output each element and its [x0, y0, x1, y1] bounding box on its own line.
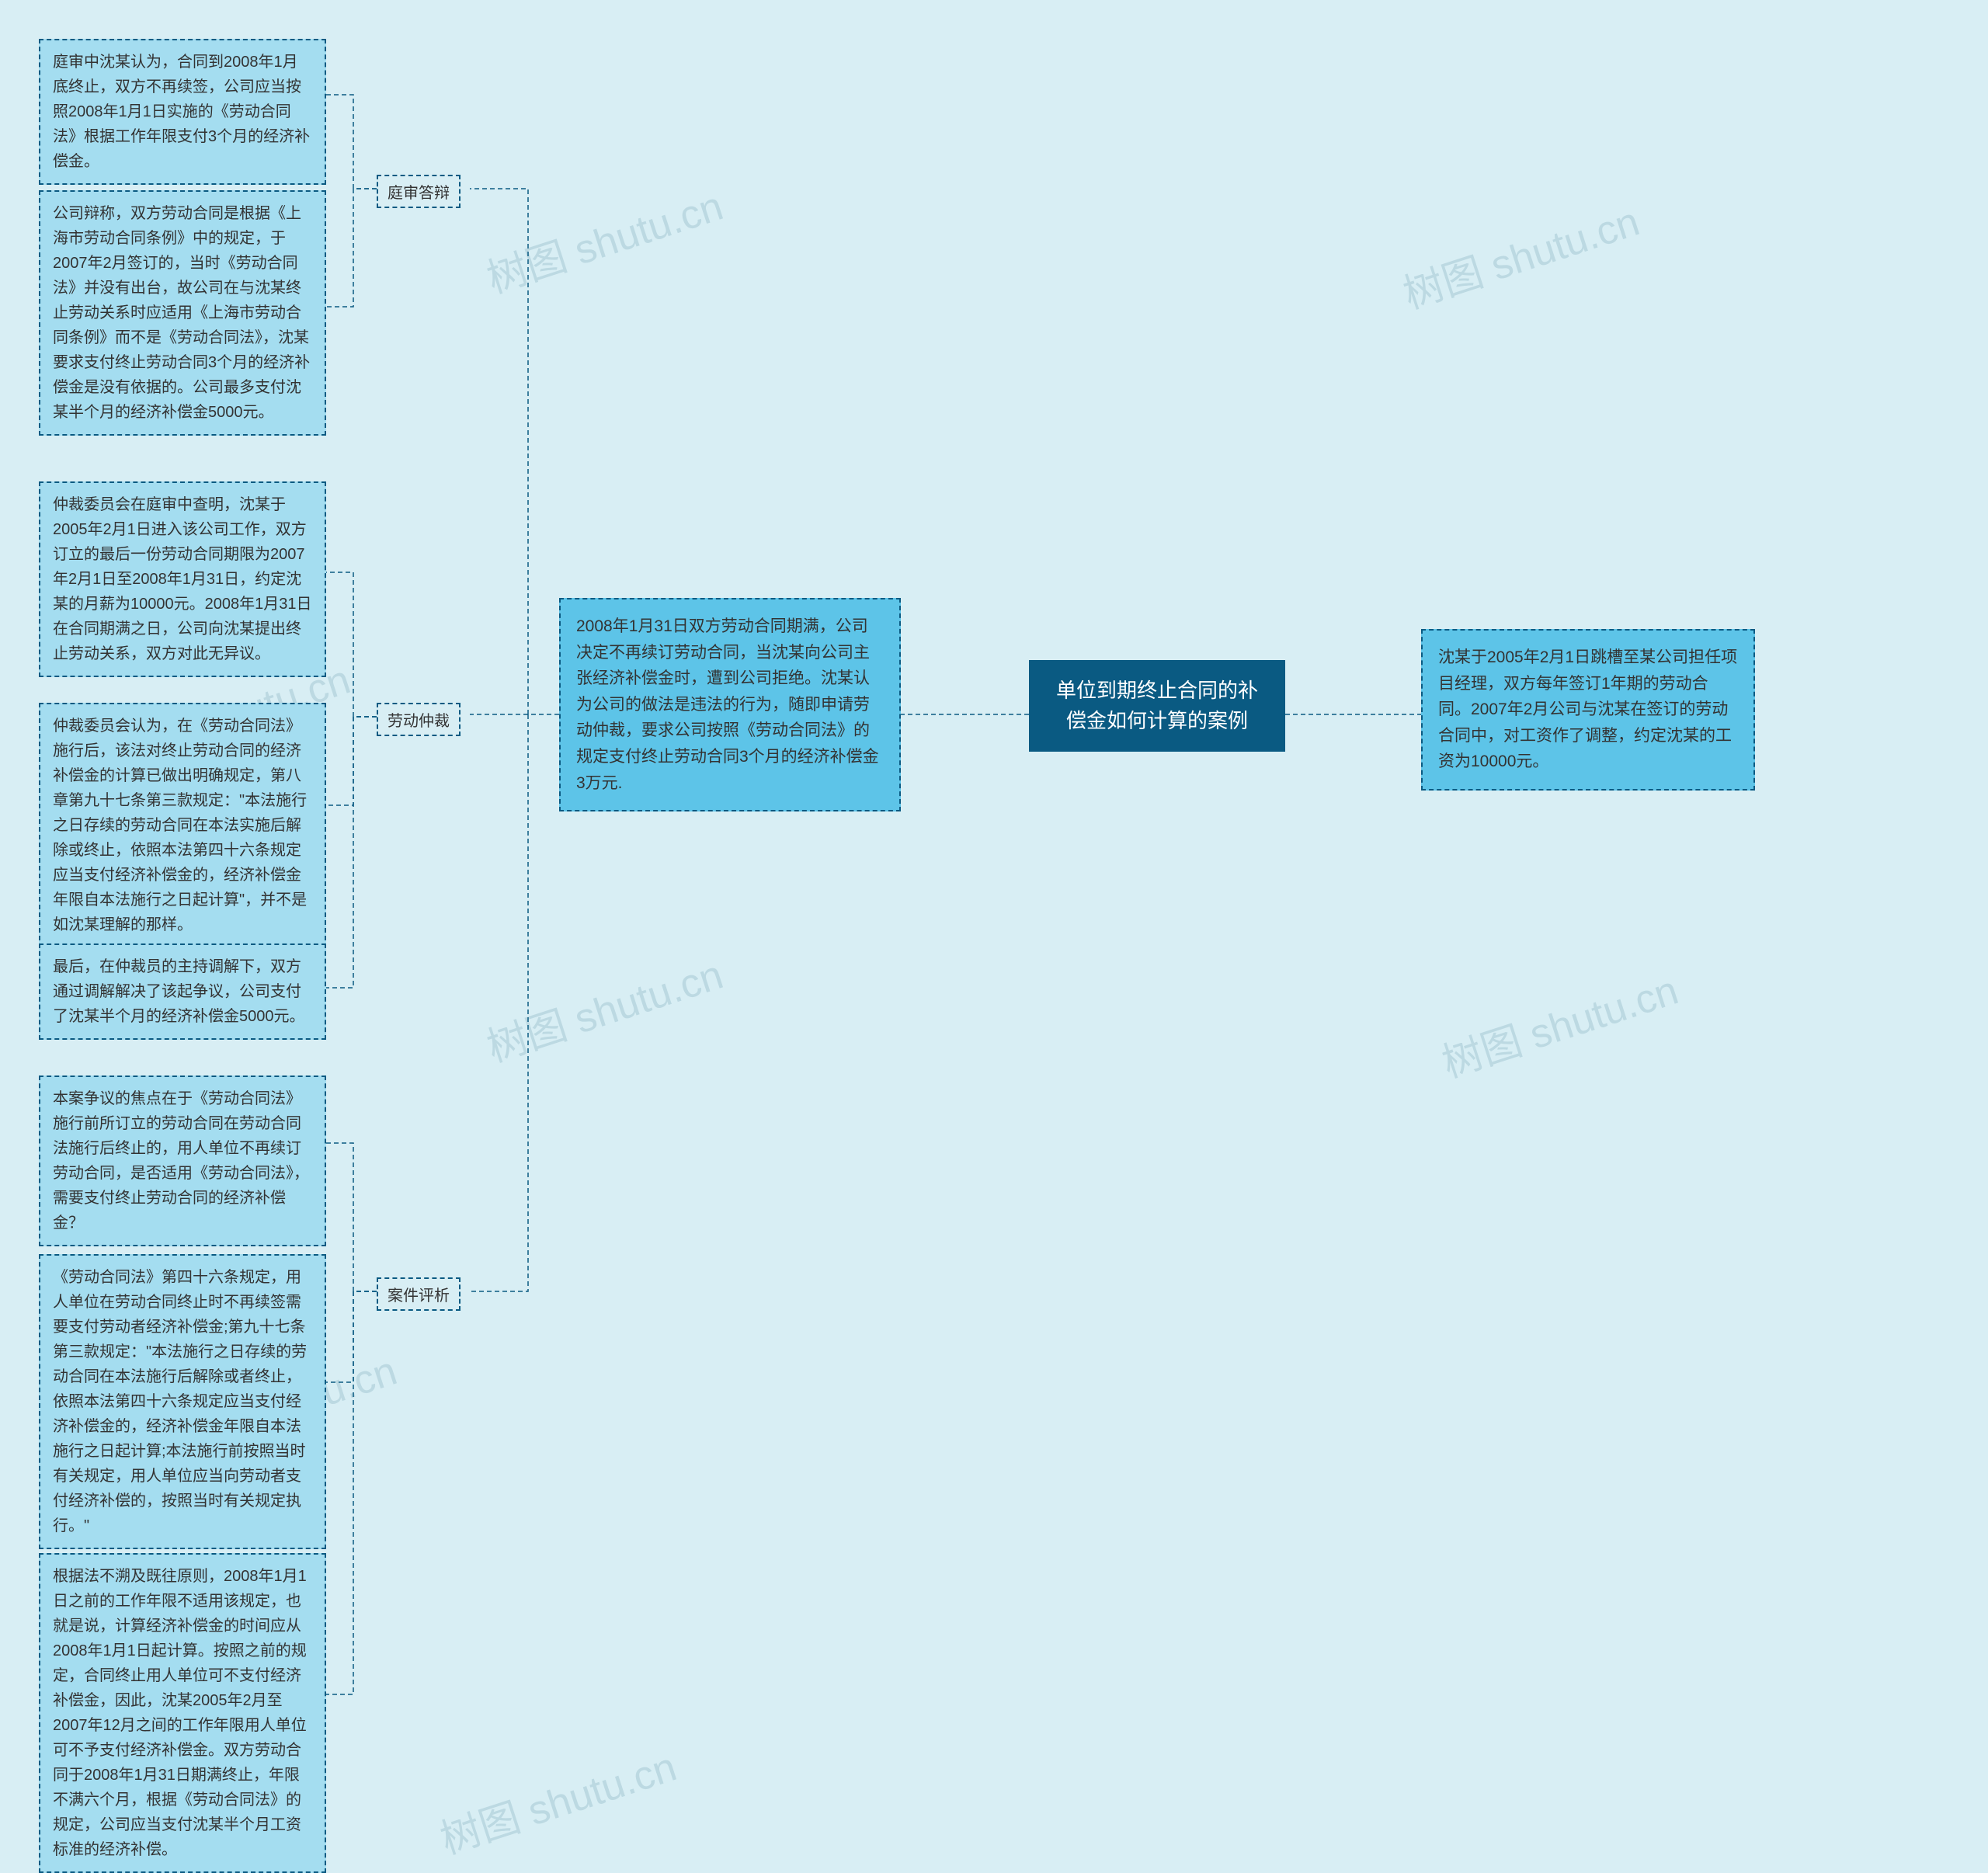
right-child-node[interactable]: 沈某于2005年2月1日跳槽至某公司担任项目经理，双方每年签订1年期的劳动合同。… [1421, 629, 1755, 791]
leaf-node[interactable]: 最后，在仲裁员的主持调解下，双方通过调解解决了该起争议，公司支付了沈某半个月的经… [39, 943, 326, 1040]
leaf-node[interactable]: 公司辩称，双方劳动合同是根据《上海市劳动合同条例》中的规定，于2007年2月签订… [39, 190, 326, 436]
leaf-node[interactable]: 仲裁委员会在庭审中查明，沈某于2005年2月1日进入该公司工作，双方订立的最后一… [39, 481, 326, 677]
watermark: 树图 shutu.cn [1434, 957, 1684, 1089]
leaf-node[interactable]: 根据法不溯及既往原则，2008年1月1日之前的工作年限不适用该规定，也就是说，计… [39, 1553, 326, 1873]
leaf-node[interactable]: 仲裁委员会认为，在《劳动合同法》施行后，该法对终止劳动合同的经济补偿金的计算已做… [39, 703, 326, 948]
watermark: 树图 shutu.cn [478, 173, 729, 304]
section-label-analysis[interactable]: 案件评析 [377, 1277, 461, 1311]
leaf-node[interactable]: 庭审中沈某认为，合同到2008年1月底终止，双方不再续签，公司应当按照2008年… [39, 39, 326, 185]
watermark: 树图 shutu.cn [478, 942, 729, 1073]
left-child-node[interactable]: 2008年1月31日双方劳动合同期满，公司决定不再续订劳动合同，当沈某向公司主张… [559, 598, 901, 811]
leaf-node[interactable]: 《劳动合同法》第四十六条规定，用人单位在劳动合同终止时不再续签需要支付劳动者经济… [39, 1254, 326, 1549]
section-label-arbitration[interactable]: 劳动仲裁 [377, 703, 461, 736]
center-root-node[interactable]: 单位到期终止合同的补偿金如何计算的案例 [1029, 660, 1285, 752]
watermark: 树图 shutu.cn [1395, 189, 1646, 320]
leaf-node[interactable]: 本案争议的焦点在于《劳动合同法》施行前所订立的劳动合同在劳动合同法施行后终止的，… [39, 1075, 326, 1246]
watermark: 树图 shutu.cn [432, 1734, 683, 1865]
section-label-trial[interactable]: 庭审答辩 [377, 175, 461, 208]
